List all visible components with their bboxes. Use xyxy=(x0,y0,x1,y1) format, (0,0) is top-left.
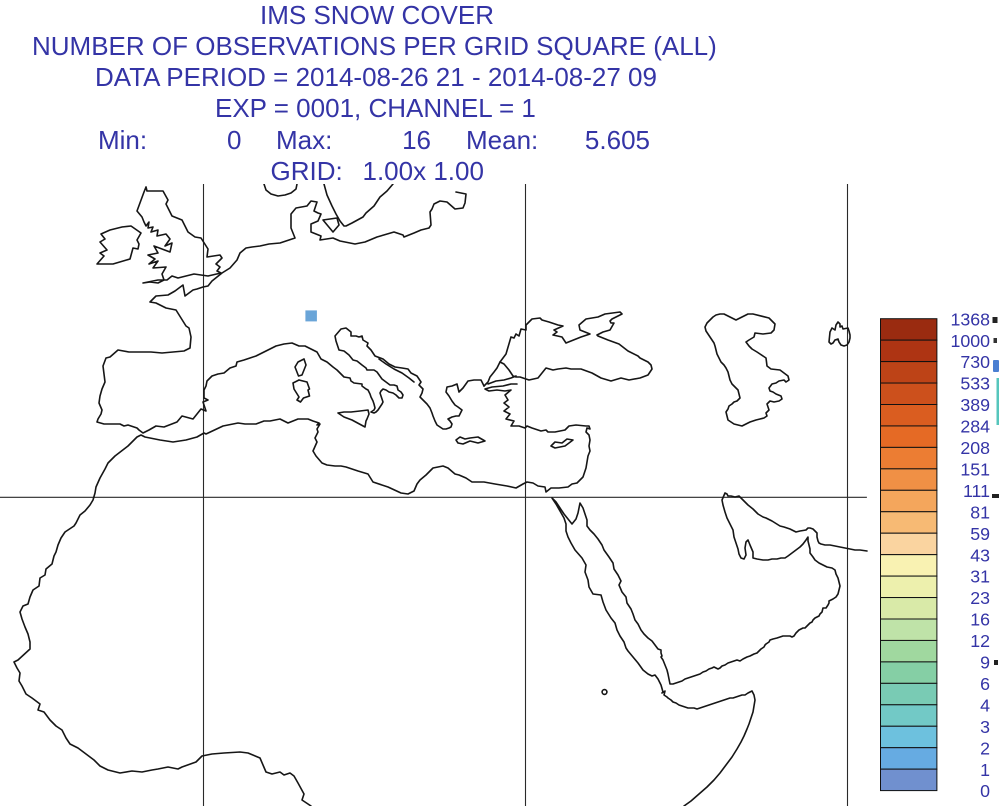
svg-text:9: 9 xyxy=(980,653,990,673)
svg-text:GRID:: GRID: xyxy=(271,156,343,186)
svg-text:5.605: 5.605 xyxy=(585,125,650,155)
svg-text:NUMBER OF OBSERVATIONS PER GRI: NUMBER OF OBSERVATIONS PER GRID SQUARE (… xyxy=(32,31,717,61)
svg-text:EXP = 0001, CHANNEL = 1: EXP = 0001, CHANNEL = 1 xyxy=(215,93,536,123)
svg-text:Min:: Min: xyxy=(98,125,147,155)
svg-text:23: 23 xyxy=(970,588,990,608)
svg-text:2: 2 xyxy=(980,738,990,758)
svg-text:43: 43 xyxy=(970,545,990,565)
svg-text:208: 208 xyxy=(960,438,990,458)
svg-text:111: 111 xyxy=(963,481,990,501)
svg-text:59: 59 xyxy=(970,524,990,544)
svg-text:284: 284 xyxy=(960,417,990,437)
svg-text:16: 16 xyxy=(970,610,990,630)
svg-text:31: 31 xyxy=(970,567,990,587)
svg-text:3: 3 xyxy=(980,717,990,737)
svg-text:1: 1 xyxy=(980,760,990,780)
svg-text:81: 81 xyxy=(970,502,990,522)
svg-text:DATA PERIOD = 2014-08-26 21 -: DATA PERIOD = 2014-08-26 21 - 2014-08-27… xyxy=(95,62,657,92)
svg-text:Mean:: Mean: xyxy=(466,125,538,155)
svg-text:6: 6 xyxy=(980,674,990,694)
svg-text:1368: 1368 xyxy=(950,309,990,329)
svg-text:533: 533 xyxy=(960,374,990,394)
svg-text:Max:: Max: xyxy=(276,125,332,155)
svg-text:0: 0 xyxy=(980,781,990,801)
svg-text:IMS SNOW COVER: IMS SNOW COVER xyxy=(260,0,494,30)
svg-text:4: 4 xyxy=(980,695,990,715)
svg-text:151: 151 xyxy=(960,459,990,479)
svg-text:730: 730 xyxy=(960,352,990,372)
svg-text:1.00x 1.00: 1.00x 1.00 xyxy=(363,156,484,186)
svg-text:12: 12 xyxy=(970,631,990,651)
svg-text:389: 389 xyxy=(960,395,990,415)
svg-text:0: 0 xyxy=(227,125,241,155)
svg-text:1000: 1000 xyxy=(950,331,990,351)
svg-text:16: 16 xyxy=(402,125,431,155)
